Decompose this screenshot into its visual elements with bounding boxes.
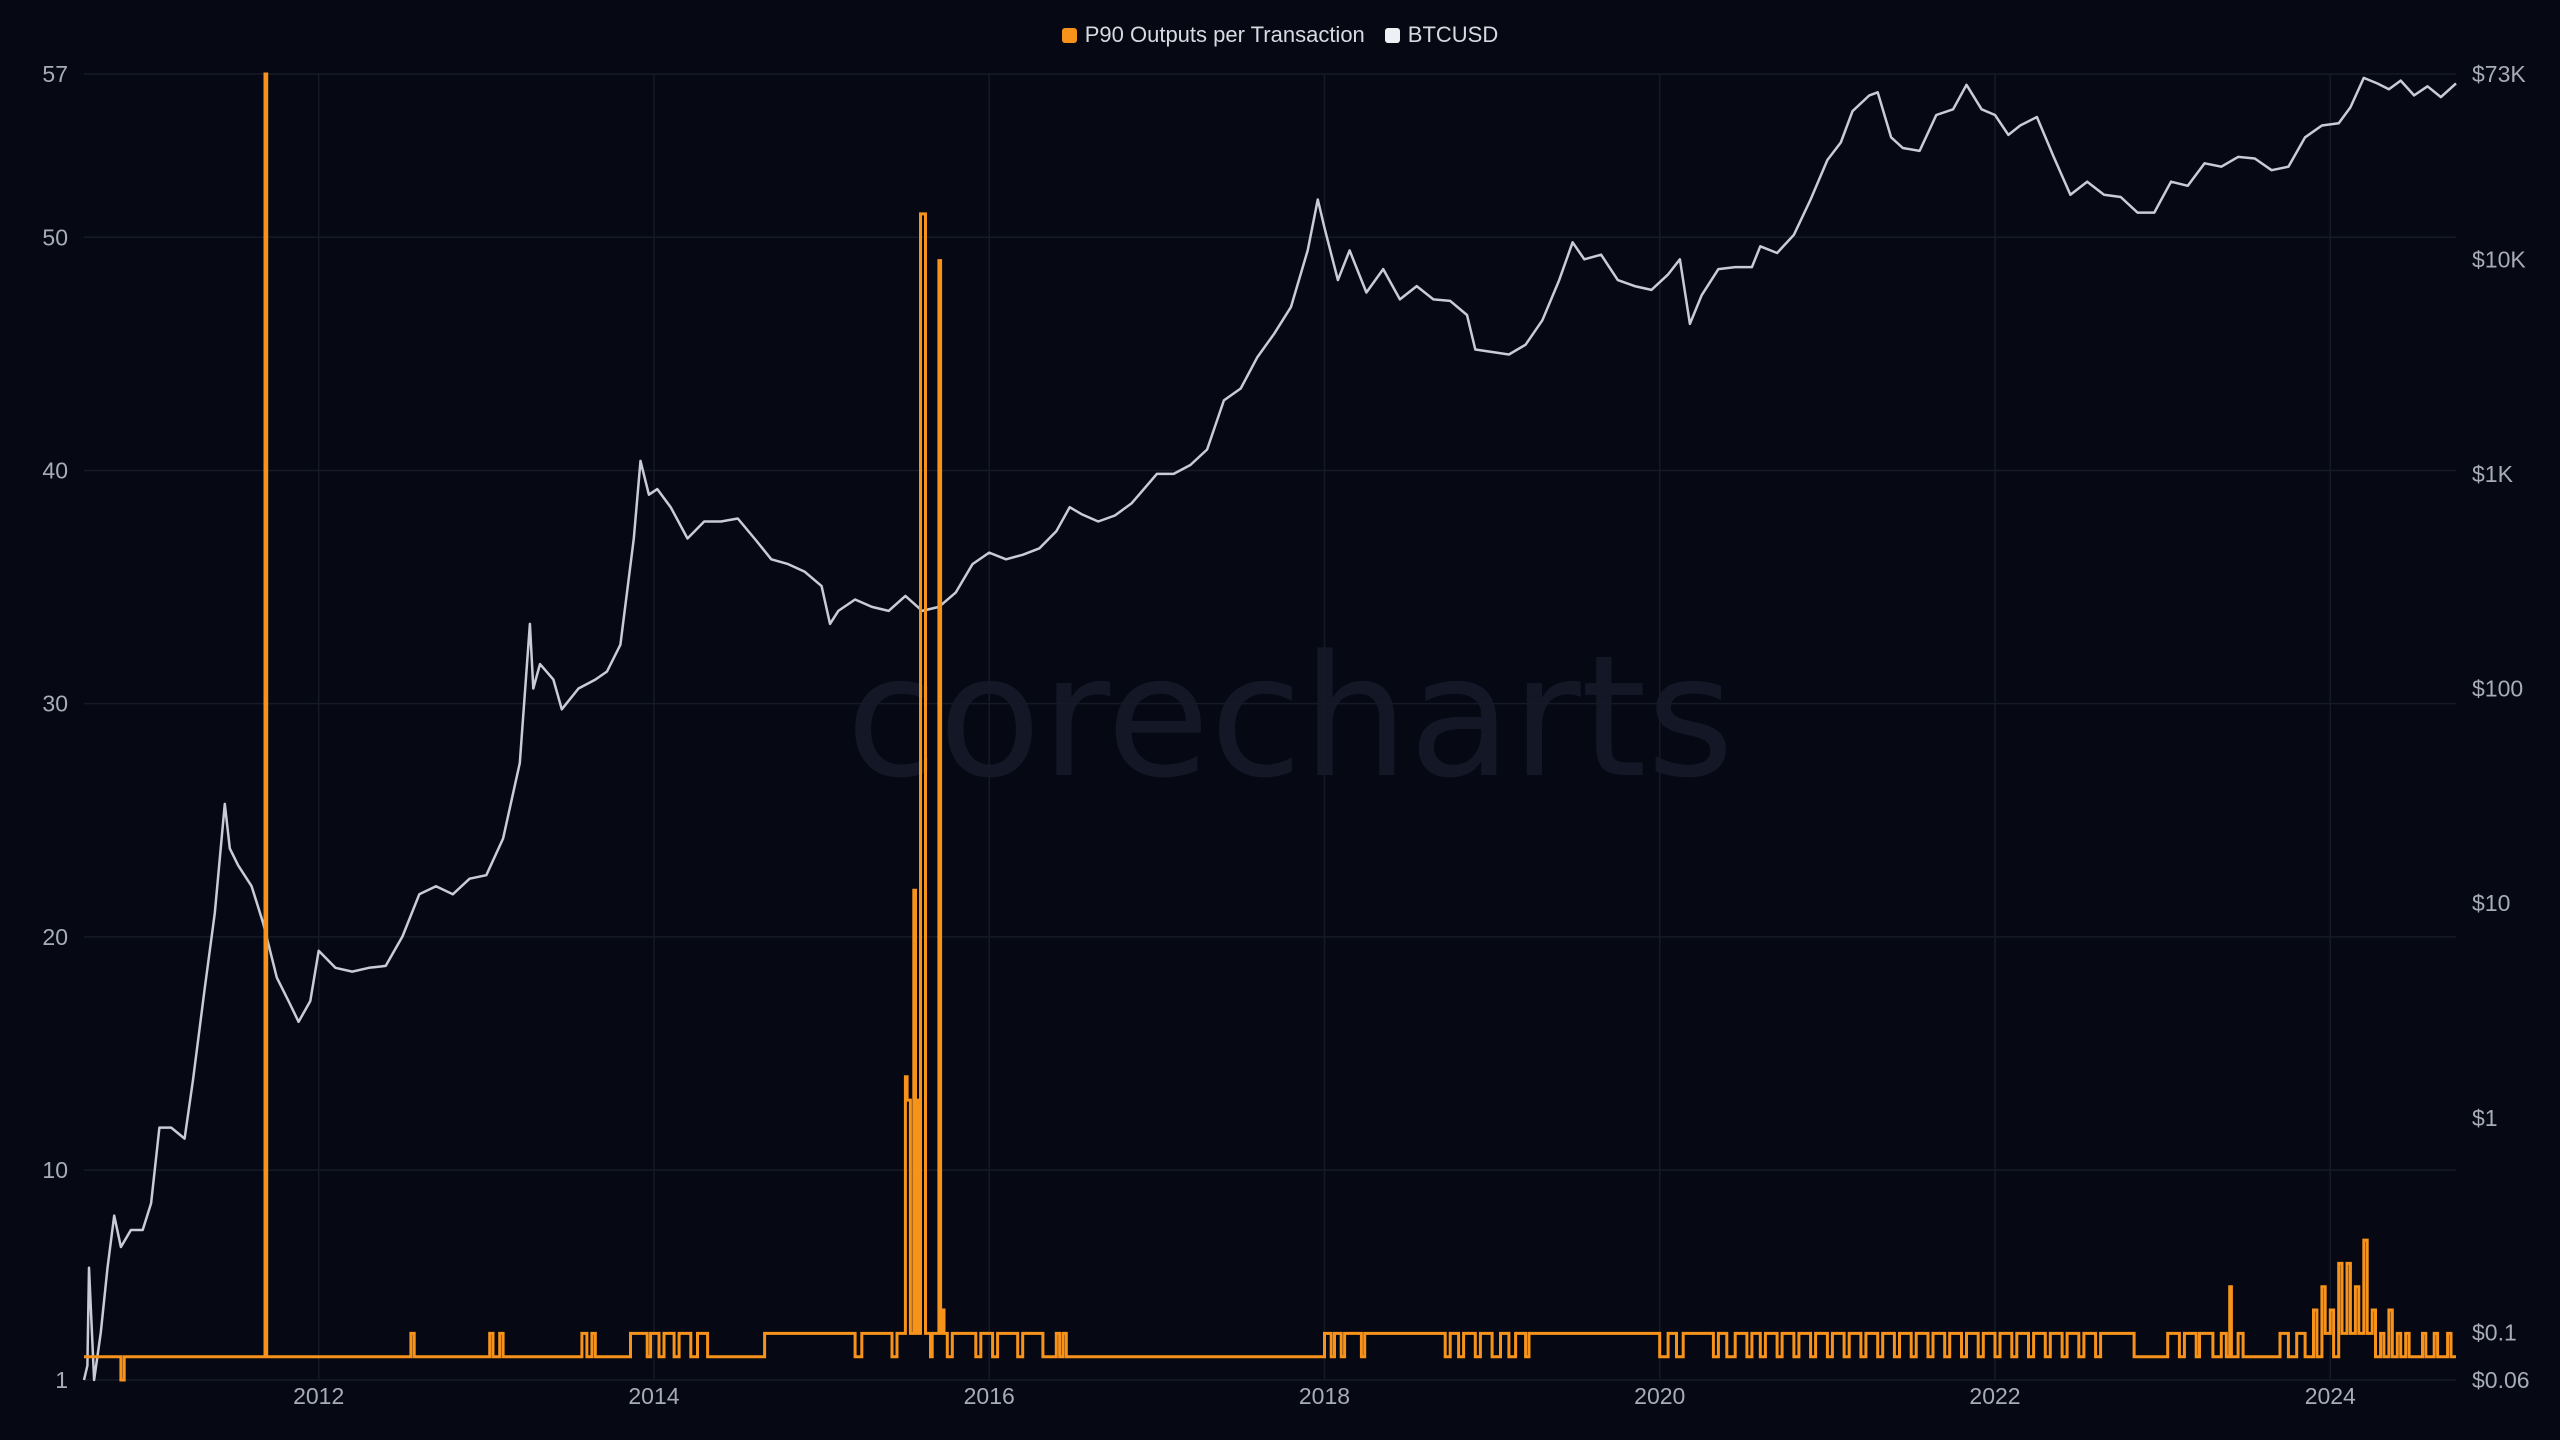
left-tick-label: 1 — [55, 1367, 68, 1393]
series-layer — [82, 72, 2457, 1382]
x-tick-label: 2018 — [1299, 1383, 1350, 1409]
x-tick-label: 2016 — [964, 1383, 1015, 1409]
left-y-axis: 1 10 20 30 40 50 57 — [42, 61, 68, 1393]
left-tick-label: 10 — [42, 1157, 68, 1183]
legend-item-btcusd[interactable]: BTCUSD — [1384, 22, 1499, 48]
right-tick-label: $1 — [2472, 1105, 2498, 1131]
legend-item-p90[interactable]: P90 Outputs per Transaction — [1061, 22, 1365, 48]
legend-label-btcusd: BTCUSD — [1407, 22, 1499, 47]
x-tick-label: 2020 — [1634, 1383, 1685, 1409]
grid-lines — [84, 73, 2456, 1381]
watermark-text: corecharts — [846, 619, 1734, 815]
x-tick-label: 2012 — [293, 1383, 344, 1409]
left-tick-label: 40 — [42, 457, 68, 483]
series-line-p90 — [84, 72, 2456, 1382]
right-tick-label: $10 — [2472, 890, 2510, 916]
right-y-axis: $0.06 $0.1 $1 $10 $100 $1K $10K $73K — [2472, 61, 2530, 1393]
x-tick-label: 2022 — [1969, 1383, 2020, 1409]
x-tick-label: 2014 — [628, 1383, 679, 1409]
right-tick-label: $0.1 — [2472, 1319, 2517, 1345]
left-tick-label: 50 — [42, 224, 68, 250]
x-axis: 2012 2014 2016 2018 2020 2022 2024 — [293, 1383, 2356, 1409]
right-tick-label: $100 — [2472, 676, 2523, 702]
left-tick-label: 57 — [42, 61, 68, 87]
right-tick-label: $0.06 — [2472, 1367, 2530, 1393]
left-tick-label: 30 — [42, 691, 68, 717]
right-tick-label: $1K — [2472, 461, 2514, 487]
legend-label-p90: P90 Outputs per Transaction — [1084, 22, 1365, 47]
legend: P90 Outputs per Transaction BTCUSD — [0, 22, 2560, 48]
right-tick-label: $73K — [2472, 61, 2526, 87]
series-line-btcusd — [82, 76, 2457, 1382]
right-tick-label: $10K — [2472, 246, 2526, 272]
x-tick-label: 2024 — [2305, 1383, 2356, 1409]
left-tick-label: 20 — [42, 924, 68, 950]
legend-swatch-btcusd — [1384, 27, 1400, 43]
legend-swatch-p90 — [1061, 27, 1077, 43]
